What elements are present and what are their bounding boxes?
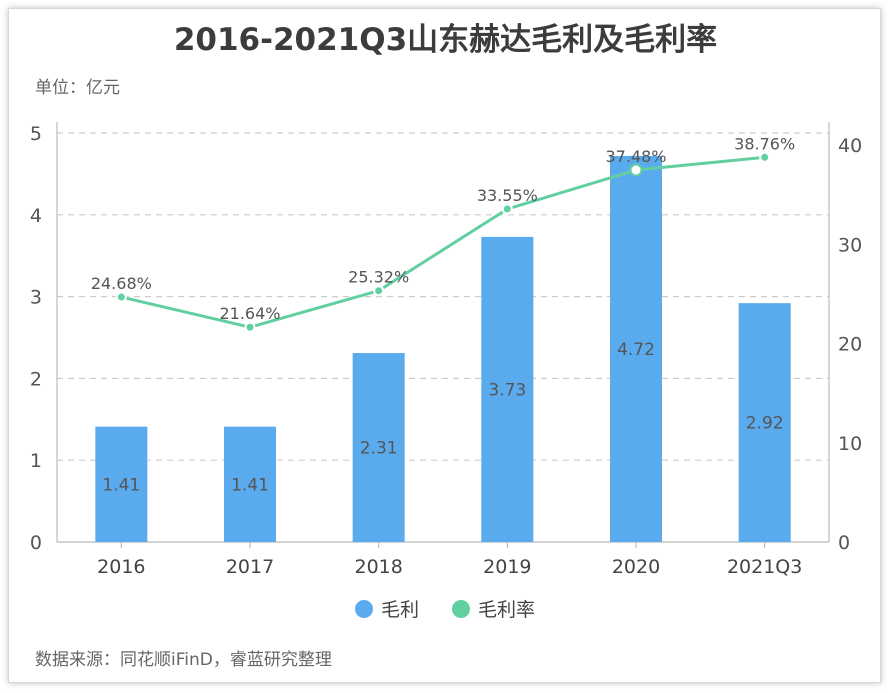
- legend-label-line: 毛利率: [478, 599, 535, 621]
- legend-swatch-line: [452, 600, 470, 618]
- unit-label: 单位：亿元: [35, 78, 120, 98]
- rate-data-label: 21.64%: [219, 304, 280, 323]
- rate-data-label: 33.55%: [477, 186, 538, 205]
- rate-point: [501, 203, 513, 215]
- bar: [610, 155, 662, 543]
- x-tick-label: 2019: [483, 556, 531, 578]
- rate-data-label: 38.76%: [734, 134, 795, 153]
- x-tick-label: 2016: [97, 556, 145, 578]
- x-tick-label: 2017: [226, 556, 274, 578]
- y-left-tick-label: 0: [30, 532, 42, 554]
- chart-frame: [8, 8, 881, 683]
- rate-point: [115, 291, 127, 303]
- x-tick-label: 2021Q3: [727, 556, 802, 578]
- chart-title: 2016-2021Q3山东赫达毛利及毛利率: [173, 22, 718, 58]
- rate-point: [373, 285, 385, 297]
- y-left-tick-label: 3: [30, 287, 42, 309]
- source-label: 数据来源：同花顺iFinD，睿蓝研究整理: [35, 650, 332, 670]
- y-right-tick-label: 0: [838, 532, 850, 554]
- y-right-tick-label: 40: [838, 135, 862, 157]
- bar: [738, 303, 791, 542]
- y-right-tick-label: 10: [838, 433, 862, 455]
- rate-line: [120, 155, 765, 329]
- rate-point: [629, 163, 643, 177]
- y-right-tick-label: 20: [838, 334, 862, 356]
- y-left-tick-label: 4: [30, 205, 42, 227]
- y-left-tick-label: 5: [30, 123, 42, 145]
- legend-swatch-bar: [355, 600, 373, 618]
- y-right-tick-label: 30: [838, 234, 862, 256]
- y-left-tick-label: 1: [30, 450, 42, 472]
- legend-label-bar: 毛利: [381, 599, 419, 621]
- rate-data-label: 24.68%: [91, 274, 152, 293]
- bar-data-label: 1.41: [102, 475, 140, 495]
- bar: [224, 426, 276, 542]
- bar-data-label: 2.31: [360, 439, 398, 459]
- rate-point: [759, 151, 771, 163]
- bar: [481, 236, 534, 543]
- rate-data-label: 25.32%: [348, 268, 409, 287]
- bar-data-label: 2.92: [746, 414, 784, 434]
- rate-data-label: 37.48%: [605, 147, 666, 166]
- rate-point: [244, 321, 256, 333]
- x-tick-label: 2018: [354, 556, 402, 578]
- bar-data-label: 3.73: [488, 380, 526, 400]
- bar: [352, 353, 405, 542]
- x-tick-label: 2020: [612, 556, 660, 578]
- bar-data-label: 4.72: [617, 340, 655, 360]
- y-left-tick-label: 2: [30, 368, 42, 390]
- bar: [95, 426, 148, 542]
- bar-data-label: 1.41: [231, 475, 269, 495]
